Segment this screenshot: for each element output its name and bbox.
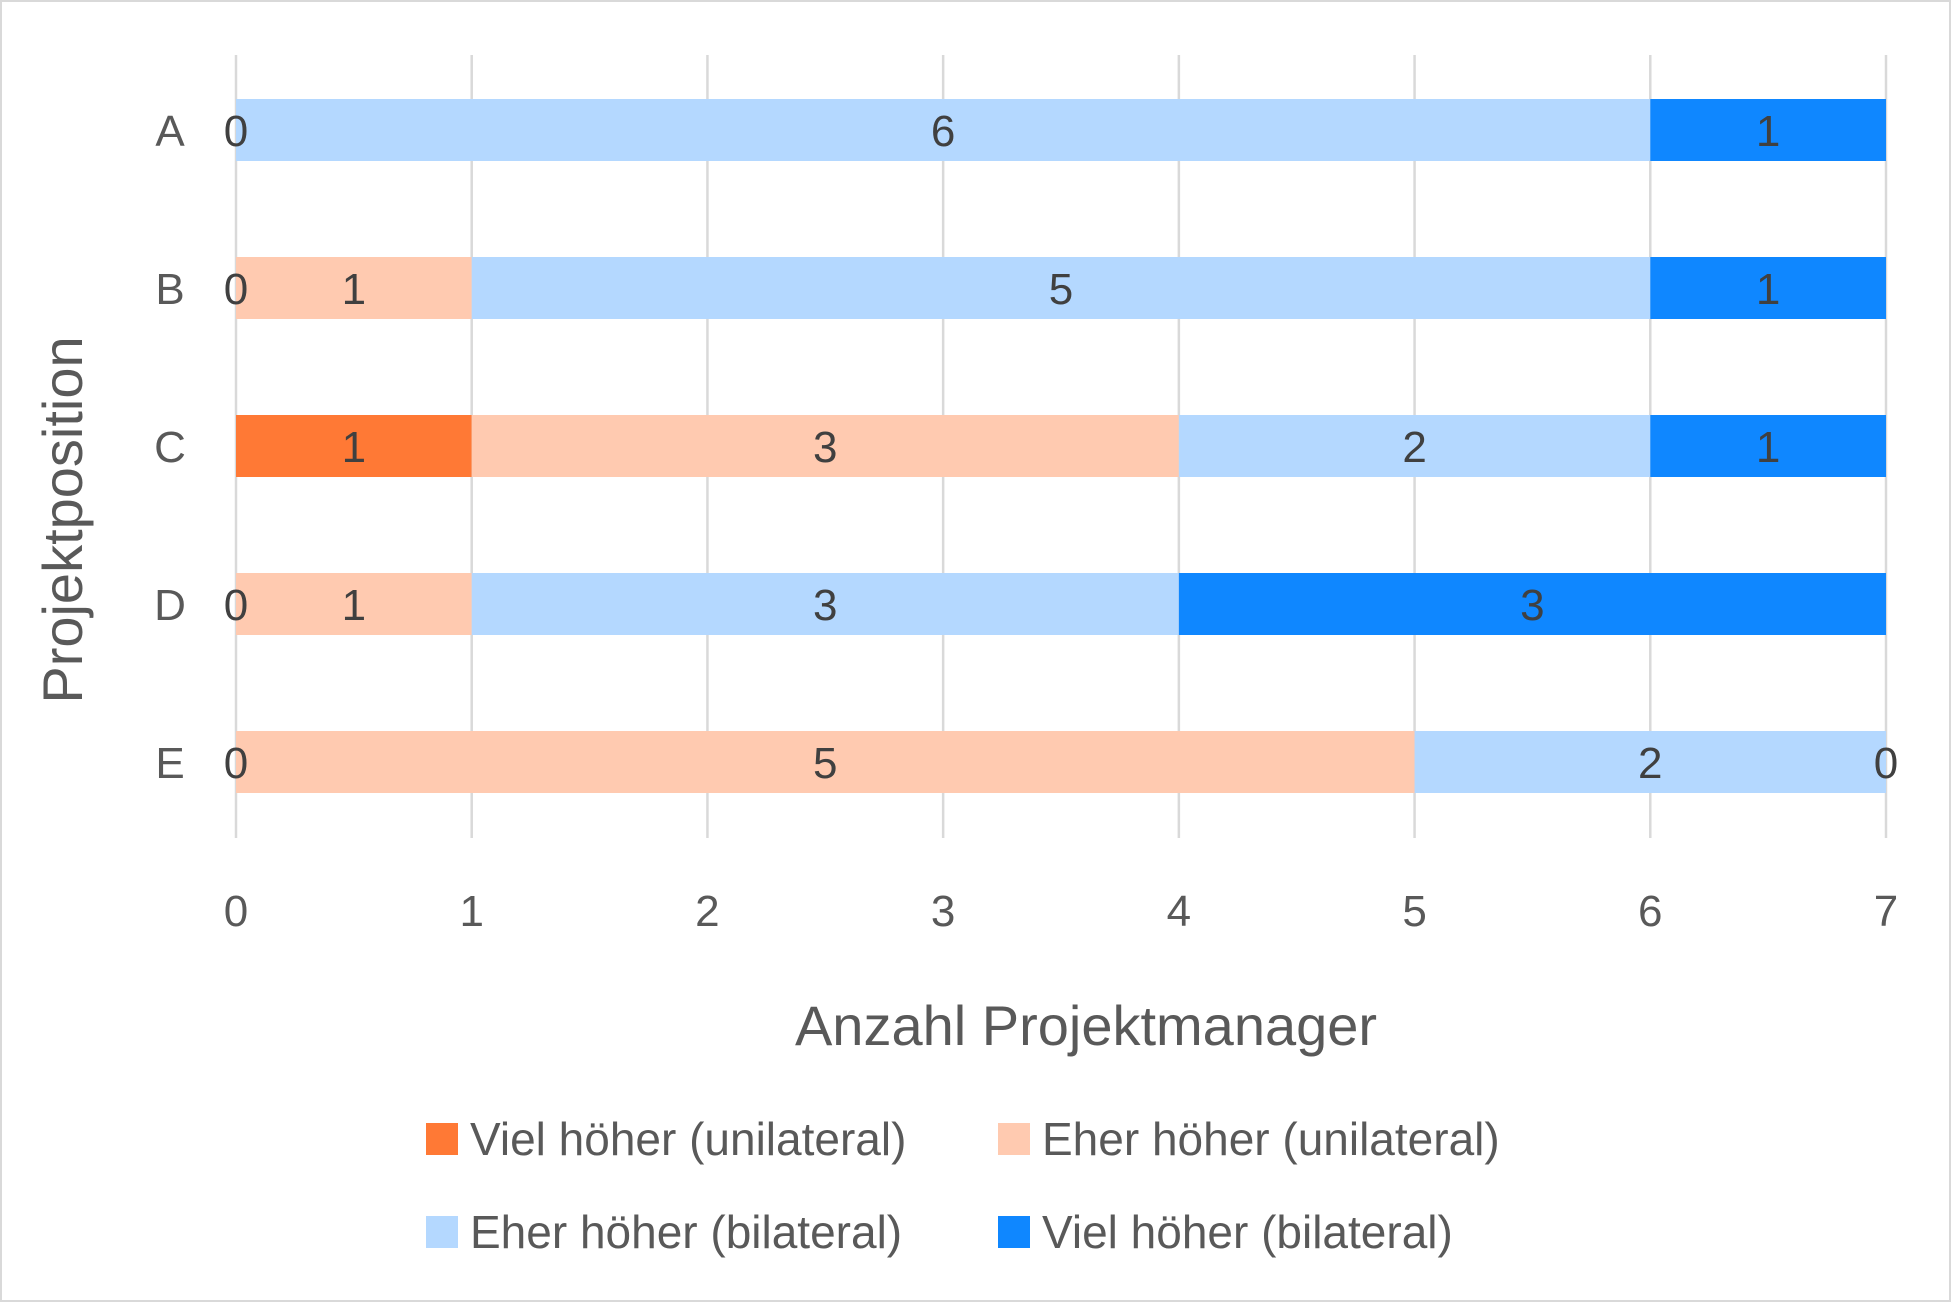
- category-label-d: D: [154, 581, 186, 630]
- data-label-b-series-2: 5: [1049, 265, 1073, 314]
- data-label-d-series-3: 3: [1520, 581, 1544, 630]
- x-tick-label-7: 7: [1874, 887, 1898, 936]
- bar-e-series-2: [1414, 731, 1886, 793]
- data-label-c-series-3: 1: [1756, 423, 1780, 472]
- data-label-e-series-3: 0: [1874, 739, 1898, 788]
- legend-swatch-0: [426, 1123, 458, 1155]
- x-axis-ticks: 0 1 2 3 4 5 6 7: [224, 887, 1898, 936]
- bar-e-series-1: [236, 731, 1415, 793]
- category-label-e: E: [155, 739, 184, 788]
- data-label-b-series-0: 0: [224, 265, 248, 314]
- data-label-b-series-1: 1: [342, 265, 366, 314]
- bar-a-series-3: [1650, 99, 1886, 161]
- data-label-c-series-1: 3: [813, 423, 837, 472]
- x-axis-title: Anzahl Projektmanager: [795, 994, 1377, 1057]
- bar-c-series-1: [471, 415, 1179, 477]
- category-label-c: C: [154, 423, 186, 472]
- bars: [236, 99, 1886, 793]
- data-label-b-series-3: 1: [1756, 265, 1780, 314]
- bar-c-series-0: [236, 415, 472, 477]
- bar-c-series-2: [1178, 415, 1651, 477]
- data-label-d-series-0: 0: [224, 581, 248, 630]
- data-label-a-series-3: 1: [1756, 107, 1780, 156]
- x-tick-label-2: 2: [695, 887, 719, 936]
- y-axis-category-labels: A B C D E: [154, 107, 186, 788]
- bar-b-series-3: [1650, 257, 1886, 319]
- legend-swatch-1: [998, 1123, 1030, 1155]
- legend-label-0: Viel höher (unilateral): [470, 1113, 906, 1165]
- bar-b-series-2: [471, 257, 1651, 319]
- y-axis-title: Projektposition: [31, 336, 94, 703]
- data-labels: 0 6 1 0 1 5 1 1 3 2 1 0 1 3 3 0 5 2 0: [224, 107, 1898, 788]
- data-label-e-series-1: 5: [813, 739, 837, 788]
- bar-d-series-3: [1178, 573, 1886, 635]
- legend: Viel höher (unilateral) Eher höher (unila…: [426, 1113, 1500, 1258]
- category-label-b: B: [155, 265, 184, 314]
- category-label-a: A: [155, 107, 185, 156]
- data-label-a-series-2: 6: [931, 107, 955, 156]
- x-tick-label-3: 3: [931, 887, 955, 936]
- data-label-c-series-2: 2: [1402, 423, 1426, 472]
- legend-label-1: Eher höher (unilateral): [1042, 1113, 1500, 1165]
- data-label-d-series-2: 3: [813, 581, 837, 630]
- x-tick-label-1: 1: [459, 887, 483, 936]
- legend-swatch-2: [426, 1216, 458, 1248]
- data-label-c-series-0: 1: [342, 423, 366, 472]
- x-tick-label-5: 5: [1402, 887, 1426, 936]
- bar-d-series-1: [236, 573, 472, 635]
- legend-label-2: Eher höher (bilateral): [470, 1206, 902, 1258]
- bar-a-series-2: [236, 99, 1651, 161]
- data-label-a-series-0: 0: [224, 107, 248, 156]
- bar-c-series-3: [1650, 415, 1886, 477]
- bar-b-series-1: [236, 257, 472, 319]
- legend-swatch-3: [998, 1216, 1030, 1248]
- data-label-d-series-1: 1: [342, 581, 366, 630]
- x-tick-label-6: 6: [1638, 887, 1662, 936]
- x-tick-label-4: 4: [1167, 887, 1191, 936]
- data-label-e-series-2: 2: [1638, 739, 1662, 788]
- x-tick-label-0: 0: [224, 887, 248, 936]
- legend-label-3: Viel höher (bilateral): [1042, 1206, 1453, 1258]
- data-label-e-series-0: 0: [224, 739, 248, 788]
- bar-d-series-2: [471, 573, 1179, 635]
